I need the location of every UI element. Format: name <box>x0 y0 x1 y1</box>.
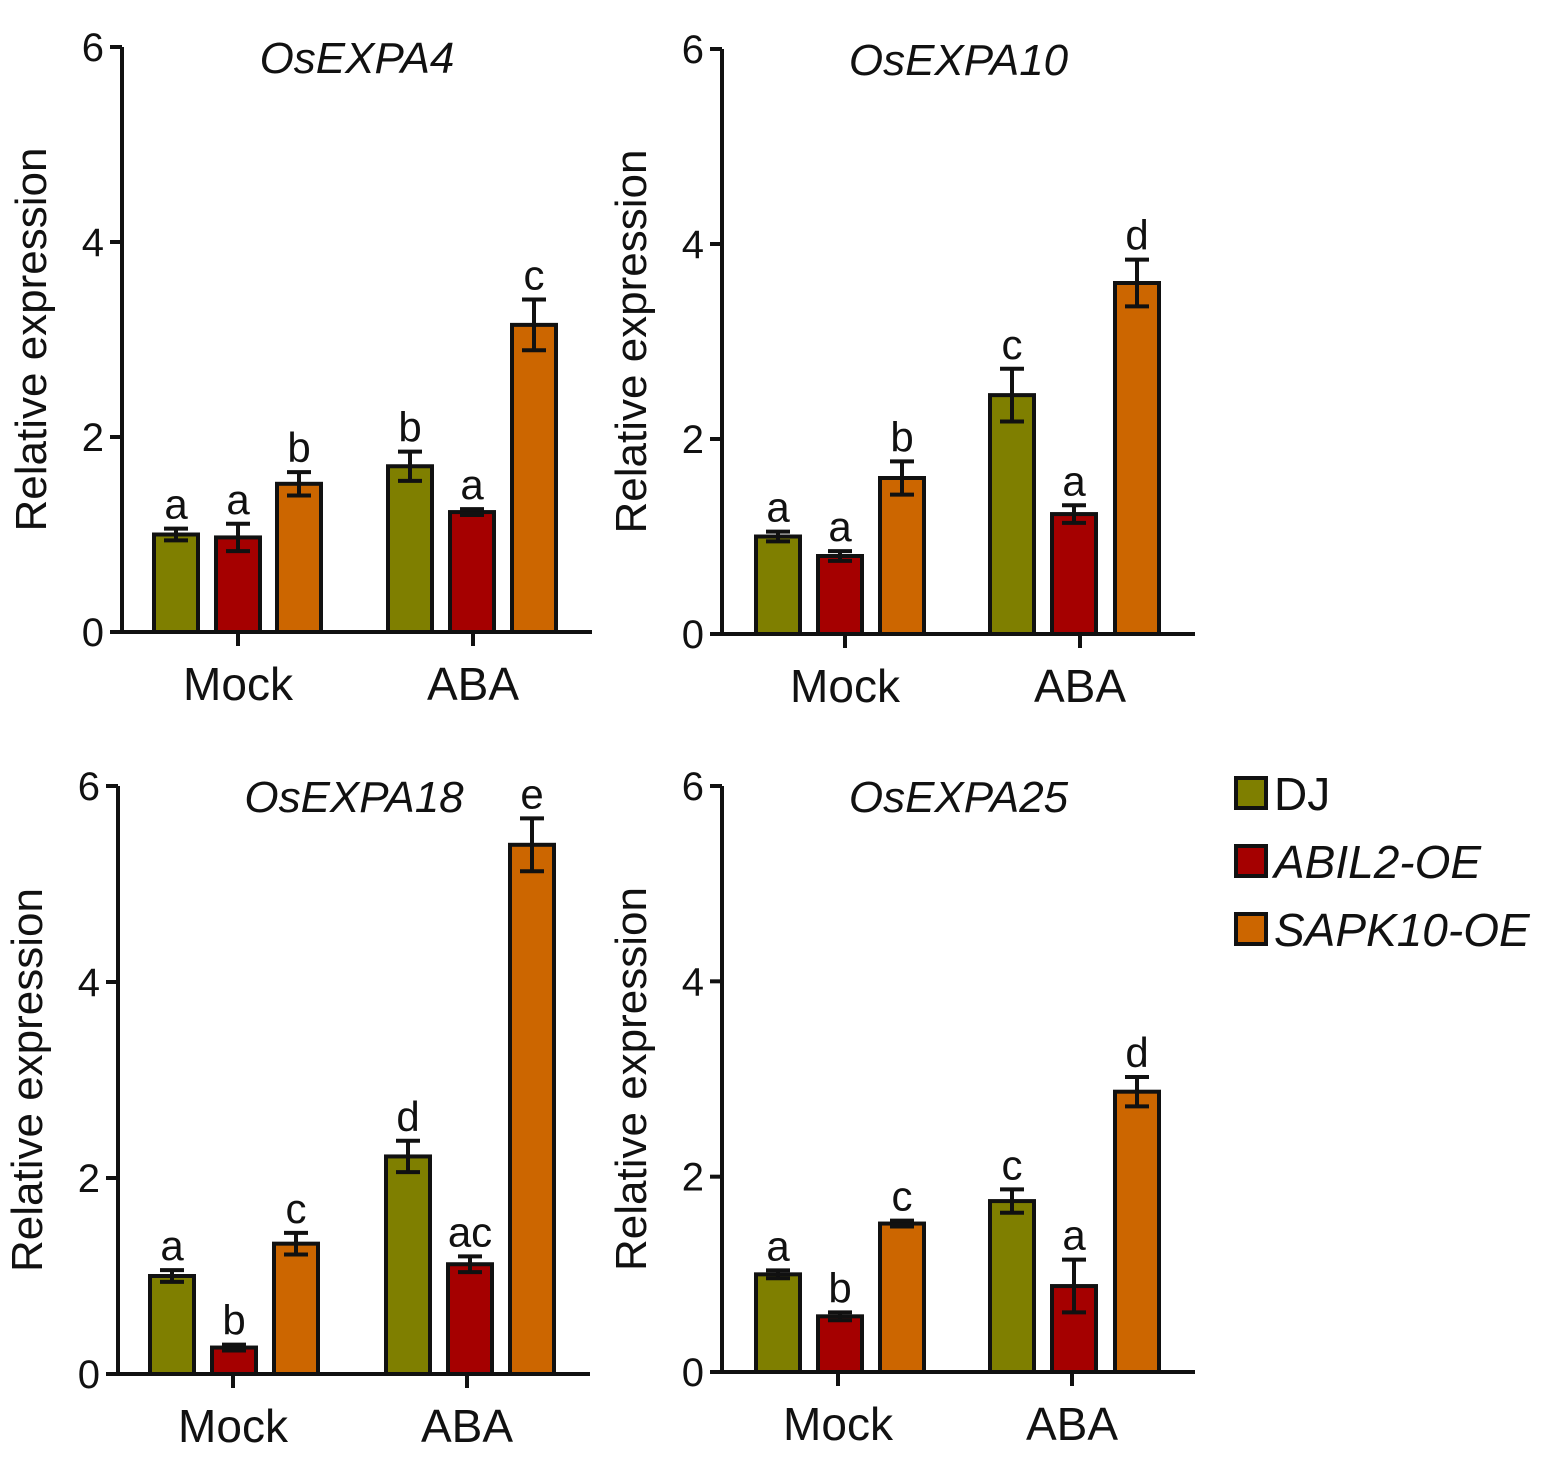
significance-letter: a <box>226 476 250 523</box>
legend-item-sapk10-oe: SAPK10-OE <box>1234 904 1531 956</box>
y-tick-label: 0 <box>78 1353 100 1397</box>
significance-letter: a <box>828 503 852 550</box>
significance-letter: a <box>160 1222 184 1269</box>
bar-abil2-oe-mock <box>214 535 262 634</box>
significance-letter: a <box>1062 457 1086 504</box>
legend-label: ABIL2-OE <box>1271 836 1482 888</box>
y-tick-label: 0 <box>682 613 704 657</box>
legend-item-abil2-oe: ABIL2-OE <box>1234 836 1482 888</box>
bar-sapk10-oe-aba <box>1113 1089 1161 1374</box>
significance-letter: a <box>766 1222 790 1269</box>
significance-letter: b <box>222 1297 245 1344</box>
y-axis-label: Relative expression <box>607 150 656 534</box>
bar-dj-aba <box>386 464 434 634</box>
y-tick-label: 2 <box>78 1157 100 1201</box>
bar-dj-aba <box>988 393 1036 636</box>
bar-sapk10-oe-aba <box>508 842 556 1376</box>
x-tick-label: ABA <box>1034 660 1126 712</box>
significance-letter: b <box>398 404 421 451</box>
significance-letter: d <box>1125 1029 1148 1076</box>
legend-label: DJ <box>1274 768 1330 820</box>
bar-sapk10-oe-mock <box>878 476 926 636</box>
chart-title: OsEXPA10 <box>849 36 1069 85</box>
x-tick-label: ABA <box>427 658 519 710</box>
y-axis-label: Relative expression <box>7 148 56 532</box>
significance-letter: a <box>460 461 484 508</box>
legend: DJ ABIL2-OE SAPK10-OE <box>1234 768 1531 956</box>
y-axis-label: Relative expression <box>3 888 52 1272</box>
x-tick-label: Mock <box>183 658 294 710</box>
bar-abil2-oe-mock <box>816 554 864 636</box>
significance-letter: ac <box>448 1208 492 1255</box>
x-tick-label: ABA <box>1026 1398 1118 1450</box>
y-tick-label: 4 <box>78 961 100 1005</box>
chart-panel-osexpa10: OsEXPA10 Relative expression 0 2 4 6 Mock ABA a c… <box>607 28 1195 712</box>
bar-sapk10-oe-mock <box>272 1241 320 1377</box>
bar-abil2-oe-mock <box>816 1314 864 1374</box>
significance-letter: a <box>164 481 188 528</box>
y-tick-label: 2 <box>682 418 704 462</box>
x-tick-label: Mock <box>790 660 901 712</box>
bar-abil2-oe-aba <box>448 510 496 635</box>
bar-dj-aba <box>988 1199 1036 1375</box>
y-tick-label: 0 <box>682 1351 704 1395</box>
bar-abil2-oe-aba <box>446 1262 494 1376</box>
legend-swatch <box>1234 776 1268 810</box>
bar-dj-aba <box>384 1154 432 1376</box>
significance-letter: c <box>524 252 545 299</box>
legend-item-dj: DJ <box>1234 768 1330 820</box>
y-axis-label: Relative expression <box>607 887 656 1271</box>
significance-letter: d <box>1125 212 1148 259</box>
bar-dj-mock <box>148 1274 196 1376</box>
x-tick-label: Mock <box>178 1400 289 1452</box>
significance-letter: a <box>1062 1212 1086 1259</box>
chart-title: OsEXPA4 <box>260 34 455 83</box>
significance-letter: b <box>890 413 913 460</box>
significance-letter: b <box>828 1264 851 1311</box>
significance-letter: c <box>286 1185 307 1232</box>
chart-title: OsEXPA25 <box>849 773 1069 822</box>
significance-letter: c <box>1002 321 1023 368</box>
y-tick-label: 6 <box>78 765 100 809</box>
y-tick-label: 2 <box>82 416 104 460</box>
bar-dj-mock <box>754 534 802 636</box>
legend-label: SAPK10-OE <box>1274 904 1531 956</box>
y-tick-label: 6 <box>682 28 704 72</box>
y-tick-label: 0 <box>82 611 104 655</box>
bar-sapk10-oe-mock <box>275 481 323 634</box>
significance-letter: d <box>396 1093 419 1140</box>
bar-sapk10-oe-aba <box>510 322 558 634</box>
y-tick-label: 4 <box>82 221 104 265</box>
bar-abil2-oe-aba <box>1050 512 1098 637</box>
bar-dj-mock <box>754 1272 802 1375</box>
significance-letter: c <box>1002 1141 1023 1188</box>
significance-letter: c <box>892 1173 913 1220</box>
legend-swatch <box>1234 912 1268 946</box>
chart-title: OsEXPA18 <box>244 773 464 822</box>
significance-letter: b <box>287 424 310 471</box>
y-tick-label: 2 <box>682 1156 704 1200</box>
x-tick-label: Mock <box>783 1398 894 1450</box>
chart-panel-osexpa18: OsEXPA18 Relative expression 0 2 4 6 Mock ABA a d… <box>3 765 590 1452</box>
x-tick-label: ABA <box>421 1400 513 1452</box>
y-tick-label: 6 <box>682 765 704 809</box>
bar-sapk10-oe-mock <box>878 1221 926 1374</box>
significance-letter: a <box>766 484 790 531</box>
bar-dj-mock <box>152 532 200 634</box>
y-tick-label: 4 <box>682 223 704 267</box>
bar-sapk10-oe-aba <box>1113 281 1161 636</box>
legend-swatch <box>1234 844 1268 878</box>
y-tick-label: 6 <box>82 26 104 70</box>
significance-letter: e <box>520 770 543 817</box>
y-tick-label: 4 <box>682 960 704 1004</box>
